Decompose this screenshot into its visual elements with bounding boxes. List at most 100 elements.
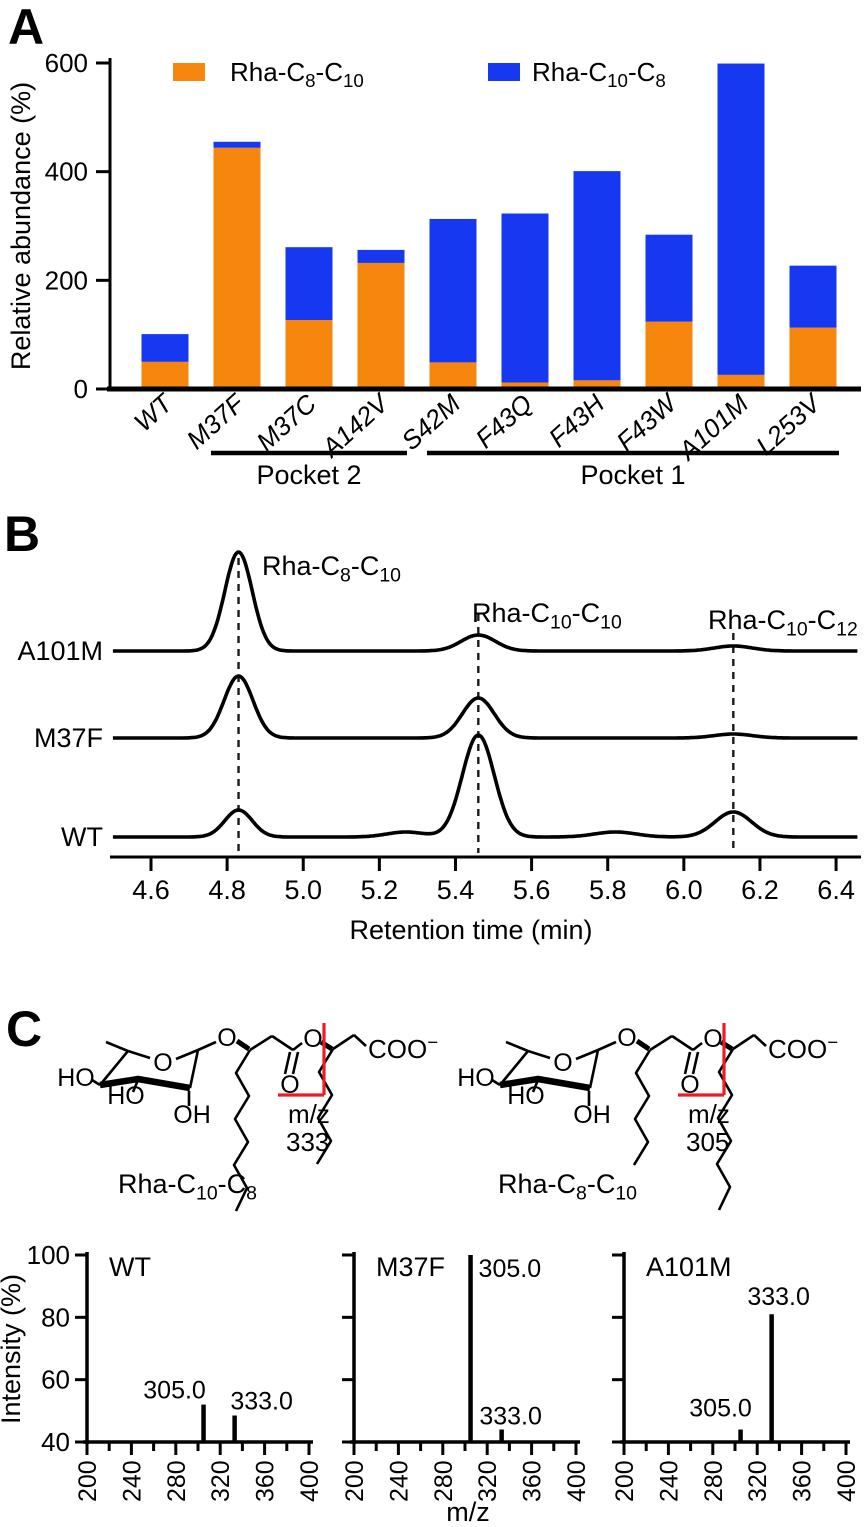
bar-A142V-blue-segment bbox=[357, 249, 405, 263]
panel-b-chromatograms: A101M M37F WT Rha-C8-C10 Rha-C10-C10 Rha-C10-… bbox=[17, 550, 861, 945]
c-x-tick-label: 280 bbox=[700, 1460, 728, 1502]
c-spectrum-title: M37F bbox=[376, 1252, 445, 1282]
c-y-axis-title: Intensity (%) bbox=[0, 1274, 26, 1424]
atom-ho: HO bbox=[107, 1082, 145, 1110]
c-peak-label: 333.0 bbox=[747, 1283, 810, 1311]
b-x-tick-label: 6.4 bbox=[817, 875, 855, 905]
c-peak-label: 333.0 bbox=[230, 1388, 293, 1416]
a-legend-swatch-blue bbox=[488, 63, 520, 81]
c-spectrum-title: A101M bbox=[646, 1252, 732, 1282]
atom-carboxylate: COO− bbox=[368, 1032, 438, 1064]
c-y-tick-label: 100 bbox=[27, 1240, 70, 1270]
a-y-axis-title: Relative abundance (%) bbox=[6, 82, 36, 370]
b-x-tick-label: 5.2 bbox=[361, 875, 399, 905]
b-x-tick-label: 5.8 bbox=[589, 875, 627, 905]
b-x-tick-label: 5.0 bbox=[284, 875, 322, 905]
panel-c-letter: C bbox=[6, 1001, 42, 1057]
a-x-category-label: F43W bbox=[610, 387, 683, 457]
c-x-tick-label: 400 bbox=[833, 1460, 861, 1502]
c-peak-label: 305.0 bbox=[143, 1377, 206, 1405]
b-trace-A101M bbox=[112, 550, 858, 653]
atom-ester-o: O bbox=[303, 1025, 322, 1053]
alkyl-chain-after-ester bbox=[715, 1048, 735, 1211]
atom-carbonyl-o: O bbox=[280, 1071, 299, 1099]
a-x-category-label: F43Q bbox=[470, 388, 538, 454]
spectrum-A101M: 200 240 280 320 360 400 305.0 333.0 A101M bbox=[611, 1252, 861, 1502]
bar-F43Q-blue-segment bbox=[501, 213, 549, 383]
c-x-tick-label: 280 bbox=[163, 1460, 191, 1502]
c-x-tick-label: 360 bbox=[789, 1460, 817, 1502]
fragment-mz-value: 305 bbox=[686, 1127, 729, 1157]
fragment-mz-prefix: m/z bbox=[688, 1099, 730, 1129]
a-y-tick-label: 200 bbox=[45, 265, 88, 295]
c-peak-label: 305.0 bbox=[479, 1255, 542, 1283]
b-x-tick-label: 5.4 bbox=[437, 875, 475, 905]
bar-WT-blue-segment bbox=[141, 334, 189, 362]
atom-oh: OH bbox=[173, 1101, 211, 1129]
ring-bold-edge bbox=[499, 1075, 591, 1092]
structure-name: Rha-C10-C8 bbox=[118, 1169, 257, 1205]
a-x-category-label: L253V bbox=[750, 386, 828, 460]
c-x-tick-label: 240 bbox=[385, 1460, 413, 1502]
c-x-tick-label: 240 bbox=[655, 1460, 683, 1502]
b-x-tick-label: 4.6 bbox=[132, 875, 170, 905]
spectrum-M37F: 200 240 280 320 360 400 305.0 333.0 M37F bbox=[341, 1252, 591, 1502]
c-x-tick-label: 200 bbox=[341, 1460, 369, 1502]
bar-S42M-blue-segment bbox=[429, 218, 477, 363]
atom-ho: HO bbox=[457, 1064, 495, 1092]
c-x-tick-label: 200 bbox=[611, 1460, 639, 1502]
a-x-category-label: S42M bbox=[395, 388, 466, 456]
a-legend-swatch-orange bbox=[173, 63, 205, 81]
fragment-mz-prefix: m/z bbox=[288, 1099, 330, 1129]
bar-L253V-orange-segment bbox=[789, 327, 837, 389]
b-x-tick-label: 5.6 bbox=[513, 875, 551, 905]
c-x-tick-label: 360 bbox=[252, 1460, 280, 1502]
c-y-tick-label: 80 bbox=[41, 1302, 70, 1332]
ring-bold-edge bbox=[99, 1075, 191, 1092]
c-x-tick-label: 320 bbox=[474, 1460, 502, 1502]
bar-M37F-blue-segment bbox=[213, 141, 261, 148]
c-x-axis-title: m/z bbox=[446, 1497, 490, 1527]
panel-a-letter: A bbox=[8, 0, 44, 55]
structure-name: Rha-C8-C10 bbox=[498, 1169, 637, 1205]
fragment-mz-value: 333 bbox=[286, 1127, 329, 1157]
bar-L253V-blue-segment bbox=[789, 265, 837, 328]
b-trace-label: M37F bbox=[34, 723, 103, 753]
b-trace-WT bbox=[112, 733, 858, 839]
bar-A101M-blue-segment bbox=[717, 63, 765, 375]
a-y-tick-label: 400 bbox=[45, 157, 88, 187]
c-y-tick-label: 40 bbox=[41, 1427, 70, 1457]
bar-F43W-orange-segment bbox=[645, 321, 693, 389]
c-x-tick-label: 400 bbox=[563, 1460, 591, 1502]
a-y-tick-label: 600 bbox=[45, 48, 88, 78]
atom-oh: OH bbox=[573, 1101, 611, 1129]
atom-ho: HO bbox=[57, 1064, 95, 1092]
b-x-tick-label: 6.0 bbox=[665, 875, 703, 905]
b-peak-annotation: Rha-C8-C10 bbox=[262, 551, 401, 587]
a-legend-label: Rha-C10-C8 bbox=[532, 57, 666, 91]
panel-b-letter: B bbox=[4, 506, 40, 562]
b-trace-M37F bbox=[112, 674, 858, 740]
a-group-label: Pocket 1 bbox=[580, 460, 685, 490]
a-x-category-label: M37F bbox=[181, 387, 252, 455]
bar-F43H-orange-segment bbox=[573, 380, 621, 389]
b-peak-annotation: Rha-C10-C12 bbox=[708, 605, 858, 641]
bar-F43W-blue-segment bbox=[645, 234, 693, 322]
atom-ho: HO bbox=[507, 1082, 545, 1110]
b-trace-label: WT bbox=[61, 822, 103, 852]
a-x-category-label: M37C bbox=[250, 388, 322, 457]
bar-M37C-orange-segment bbox=[285, 319, 333, 389]
b-trace-label: A101M bbox=[17, 636, 103, 666]
bar-M37C-blue-segment bbox=[285, 247, 333, 320]
spectrum-WT: 40 60 80 100 200 240 280 320 360 400 305.0 333.0 WT bbox=[27, 1240, 324, 1502]
c-peak-label: 305.0 bbox=[689, 1395, 752, 1423]
bar-F43H-blue-segment bbox=[573, 171, 621, 381]
bar-F43Q-orange-segment bbox=[501, 382, 549, 389]
atom-glycosidic-o: O bbox=[617, 1024, 636, 1052]
c-y-tick-label: 60 bbox=[41, 1365, 70, 1395]
alkyl-chain-under-sugar bbox=[632, 1049, 652, 1166]
